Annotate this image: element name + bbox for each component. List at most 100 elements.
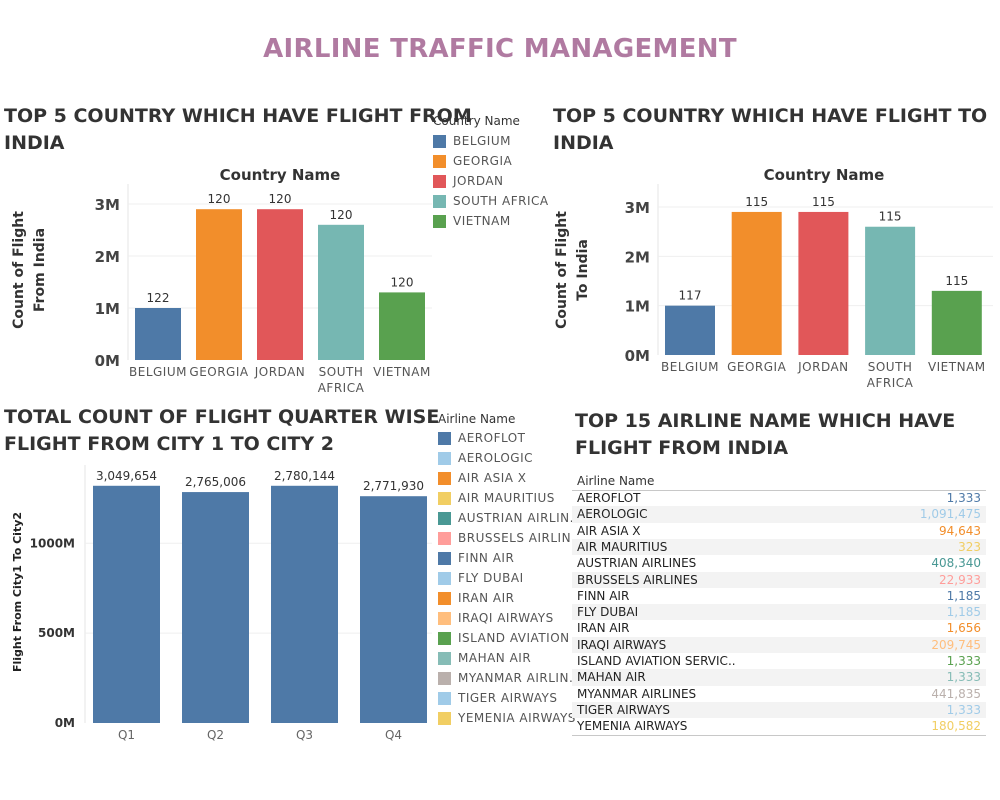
airline-legend-item[interactable]: FLY DUBAI (438, 568, 583, 588)
data-label: 120 (330, 208, 353, 222)
table-row[interactable]: TIGER AIRWAYS 1,333 (572, 701, 986, 719)
airline-legend-item[interactable]: FINN AIR (438, 548, 583, 568)
bar-belgium[interactable] (135, 308, 181, 360)
y-tick-label: 3M (95, 196, 120, 214)
chart-quarter[interactable]: 0M 500M 1000M Flight From City1 To City2 3,0… (0, 465, 435, 755)
y-tick-label: 0M (625, 347, 650, 365)
table-row[interactable]: AEROLOGIC 1,091,475 (572, 506, 986, 523)
airline-legend-item[interactable]: AEROLOGIC (438, 448, 583, 468)
bar-q1[interactable] (93, 485, 160, 723)
legend-swatch (438, 691, 451, 705)
x-tick-label: VIETNAM (928, 360, 986, 374)
country-legend-item[interactable]: BELGIUM (433, 131, 549, 151)
chart-from-india-title: TOP 5 COUNTRY WHICH HAVE FLIGHT FROM IND… (4, 103, 472, 157)
table-cell-value: 1,185 (946, 605, 981, 620)
y-axis-label-line1: Count of Flight (11, 211, 27, 329)
bar-georgia[interactable] (196, 209, 242, 360)
bar-vietnam[interactable] (379, 292, 425, 360)
bar-south-africa[interactable] (318, 224, 364, 360)
chart-to-india[interactable]: Country Name 0M 1M 2M 3M Count of Flight To In… (545, 160, 995, 400)
table-cell-airline-name: YEMENIA AIRWAYS (577, 719, 688, 734)
table-row[interactable]: BRUSSELS AIRLINES 22,933 (572, 571, 986, 588)
chart-from-india[interactable]: Country Name 0M 1M 2M 3M Count of Flight From … (0, 160, 435, 400)
table-cell-airline-name: IRAN AIR (577, 621, 630, 636)
airline-legend-item[interactable]: AEROFLOT (438, 428, 583, 448)
airline-legend-item[interactable]: AIR MAURITIUS (438, 488, 583, 508)
legend-label: AIR ASIA X (458, 471, 527, 485)
chart-to-india-title-line1: TOP 5 COUNTRY WHICH HAVE FLIGHT TO (553, 105, 988, 127)
y-tick-label: 0M (95, 352, 120, 370)
data-label: 122 (147, 291, 170, 305)
y-axis-label-line1: Count of Flight (554, 211, 570, 329)
bar-jordan[interactable] (257, 209, 303, 360)
table-row[interactable]: MAHAN AIR 1,333 (572, 669, 986, 686)
airline-legend-item[interactable]: YEMENIA AIRWAYS (438, 708, 583, 728)
table-cell-airline-name: MYANMAR AIRLINES (577, 686, 697, 701)
x-tick-label: GEORGIA (727, 360, 787, 374)
table-row[interactable]: IRAN AIR 1,656 (572, 620, 986, 636)
country-legend-item[interactable]: JORDAN (433, 171, 549, 191)
table-cell-airline-name: IRAQI AIRWAYS (577, 637, 667, 652)
legend-swatch (438, 551, 451, 565)
table-row[interactable]: AEROFLOT 1,333 (572, 490, 986, 506)
chart-quarter-title: TOTAL COUNT OF FLIGHT QUARTER WISE FLIGH… (4, 404, 439, 458)
table-row[interactable]: ISLAND AVIATION SERVIC.. 1,333 (572, 653, 986, 669)
table-row[interactable]: IRAQI AIRWAYS 209,745 (572, 636, 986, 653)
table-row[interactable]: YEMENIA AIRWAYS 180,582 (572, 718, 986, 734)
x-tick-label: Q4 (385, 728, 402, 742)
table-row[interactable]: FINN AIR 1,185 (572, 588, 986, 604)
airline-legend-item[interactable]: IRAQI AIRWAYS (438, 608, 583, 628)
airline-legend-item[interactable]: BRUSSELS AIRLIN.. (438, 528, 583, 548)
table-row[interactable]: FLY DUBAI 1,185 (572, 604, 986, 621)
airline-legend-item[interactable]: ISLAND AVIATION .. (438, 628, 583, 648)
table-cell-value: 1,333 (946, 702, 981, 717)
chart-from-india-title-line1: TOP 5 COUNTRY WHICH HAVE FLIGHT FROM (4, 105, 472, 127)
table-cell-value: 1,333 (946, 670, 981, 685)
airline-legend-item[interactable]: AUSTRIAN AIRLIN.. (438, 508, 583, 528)
bar-south-africa[interactable] (865, 226, 916, 355)
bar-georgia[interactable] (731, 211, 782, 355)
bar-q2[interactable] (182, 492, 249, 723)
country-legend-item[interactable]: VIETNAM (433, 211, 549, 231)
table-row[interactable]: MYANMAR AIRLINES 441,835 (572, 686, 986, 702)
country-legend[interactable]: Country Name BELGIUM GEORGIA JORDAN SOUTH A… (433, 114, 549, 231)
x-tick-label: GEORGIA (189, 365, 249, 379)
airline-legend-item[interactable]: MYANMAR AIRLIN.. (438, 668, 583, 688)
airline-legend-item[interactable]: TIGER AIRWAYS (438, 688, 583, 708)
y-tick-label: 3M (625, 199, 650, 217)
bar-belgium[interactable] (665, 305, 715, 355)
legend-swatch (438, 491, 451, 505)
table-top15-title: TOP 15 AIRLINE NAME WHICH HAVE FLIGHT FR… (575, 408, 955, 462)
country-legend-item[interactable]: GEORGIA (433, 151, 549, 171)
airline-legend-item[interactable]: IRAN AIR (438, 588, 583, 608)
data-label: 3,049,654 (96, 469, 157, 483)
bar-q3[interactable] (271, 485, 338, 723)
legend-swatch (433, 134, 446, 148)
legend-swatch (438, 611, 451, 625)
y-axis-label-line2: To India (575, 239, 591, 301)
legend-label: AEROLOGIC (458, 451, 533, 465)
country-legend-item[interactable]: SOUTH AFRICA (433, 191, 549, 211)
y-tick-label: 500M (38, 626, 75, 640)
legend-swatch (438, 471, 451, 485)
bar-q4[interactable] (360, 496, 427, 723)
bar-jordan[interactable] (798, 211, 849, 355)
airline-legend-item[interactable]: AIR ASIA X (438, 468, 583, 488)
table-top15[interactable]: Airline Name AEROFLOT 1,333 AEROLOGIC 1,091… (572, 472, 986, 737)
legend-swatch (433, 214, 446, 228)
legend-swatch (433, 174, 446, 188)
table-row[interactable]: AUSTRIAN AIRLINES 408,340 (572, 555, 986, 571)
table-row[interactable]: AIR ASIA X 94,643 (572, 523, 986, 539)
table-cell-value: 1,333 (946, 654, 981, 668)
legend-label: VIETNAM (453, 214, 511, 228)
chart-to-india-title-line2: INDIA (553, 132, 614, 154)
chart-to-india-title: TOP 5 COUNTRY WHICH HAVE FLIGHT TO INDIA (553, 103, 987, 157)
airline-legend-item[interactable]: MAHAN AIR (438, 648, 583, 668)
y-tick-label: 1000M (30, 536, 75, 550)
bar-vietnam[interactable] (931, 290, 982, 355)
data-label: 115 (812, 195, 835, 209)
legend-swatch (438, 431, 451, 445)
table-row[interactable]: AIR MAURITIUS 323 (572, 538, 986, 556)
airline-legend[interactable]: Airline Name AEROFLOT AEROLOGIC AIR ASIA X… (438, 412, 583, 728)
x-tick-label: SOUTH (319, 365, 364, 379)
